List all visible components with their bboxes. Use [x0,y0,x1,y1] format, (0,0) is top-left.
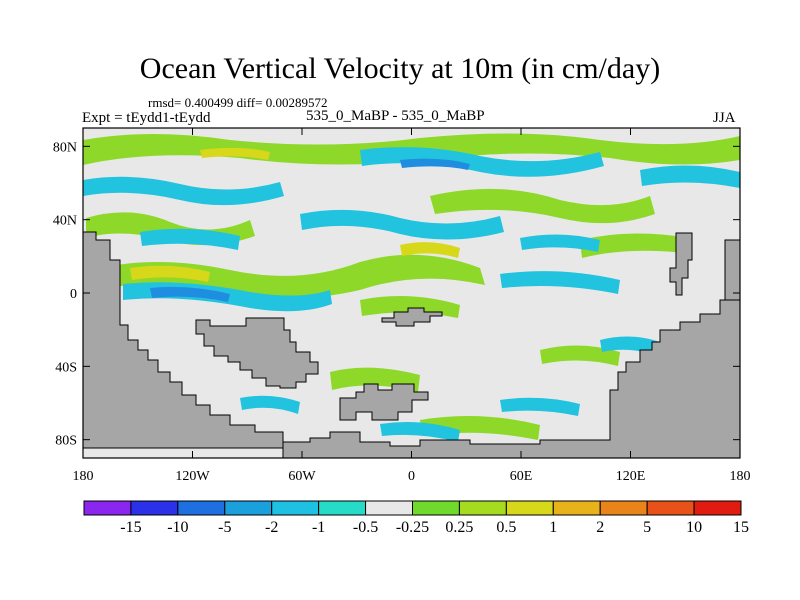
negative-band [140,228,240,250]
colorbar-label: -10 [167,519,188,536]
colorbar-swatch [130,500,179,516]
colorbar-label: -0.5 [353,519,378,536]
colorbar-swatch [271,500,320,516]
positive-band [430,188,655,224]
lon-label: 60W [288,469,316,484]
colorbar-label: 0.5 [496,519,516,536]
lon-label: 180 [73,469,94,484]
strong-positive [200,147,270,160]
statistics-text: rmsd= 0.400499 diff= 0.00289572 [148,95,328,110]
period-label: 535_0_MaBP - 535_0_MaBP [306,108,485,124]
negative-band [240,395,300,414]
colorbar-label: -0.25 [396,519,429,536]
velocity-field [83,133,740,442]
positive-band [420,416,540,440]
season-label: JJA [713,110,736,126]
map-panel [83,128,740,458]
positive-band [100,254,485,298]
colorbar-swatch [177,500,226,516]
lat-label: 80S [55,434,77,449]
colorbar-swatch [365,500,414,516]
latitude-labels: 80N 40N 0 40S 80S [53,140,77,448]
negative-band [83,176,284,206]
colorbar-swatch [458,500,507,516]
lon-label: 120E [616,469,646,484]
colorbar [83,500,742,516]
colorbar-swatch [318,500,367,516]
central-continent [195,317,319,389]
strong-positive [130,265,210,282]
strong-negative [150,286,230,302]
negative-band [380,422,460,442]
lon-label: 120W [175,469,210,484]
lat-label: 80N [53,140,77,155]
colorbar-swatch [412,500,460,516]
lon-label: 0 [408,469,415,484]
colorbar-swatch [693,500,742,516]
negative-band [500,397,580,416]
lon-label: 180 [730,469,751,484]
southern-continent [282,299,740,458]
equatorial-island [381,307,443,327]
negative-band [640,165,740,188]
lat-label: 40S [55,360,77,375]
western-continent [83,231,311,449]
colorbar-swatch [505,500,554,516]
strong-negative [400,158,470,170]
colorbar-label: -15 [120,519,141,536]
negative-band [360,147,604,177]
negative-band [520,234,600,252]
negative-band [500,271,620,294]
plot-title: Ocean Vertical Velocity at 10m (in cm/da… [139,52,661,85]
strong-positive [400,242,460,258]
colorbar-label: 0.25 [445,519,473,536]
eastern-island [669,232,693,296]
positive-band [580,233,692,258]
positive-band [540,345,620,366]
eastern-continent [724,239,740,301]
colorbar-label: 2 [596,519,604,536]
colorbar-label: 1 [549,519,557,536]
colorbar-swatch [646,500,695,516]
land-masses [83,231,740,458]
tick-marks [82,128,741,458]
colorbar-labels: -15 -10 -5 -2 -1 -0.5 -0.25 0.25 0.5 1 2 5 10 15 [120,519,749,536]
lat-label: 40N [53,214,77,229]
colorbar-label: 15 [733,519,749,536]
colorbar-label: -5 [218,519,231,536]
colorbar-swatch [83,500,132,516]
colorbar-label: 10 [686,519,702,536]
negative-band [300,209,504,240]
colorbar-label: -2 [265,519,278,536]
longitude-labels: 180 120W 60W 0 60E 120E 180 [73,469,751,484]
experiment-label: Expt = tEydd1-tEydd [82,110,211,126]
lat-label: 0 [70,287,77,302]
colorbar-label: 5 [643,519,651,536]
colorbar-swatch [552,500,601,516]
colorbar-swatch [599,500,648,516]
colorbar-label: -1 [312,519,325,536]
southern-island [339,383,429,421]
colorbar-swatch [224,500,273,516]
lon-label: 60E [510,469,533,484]
